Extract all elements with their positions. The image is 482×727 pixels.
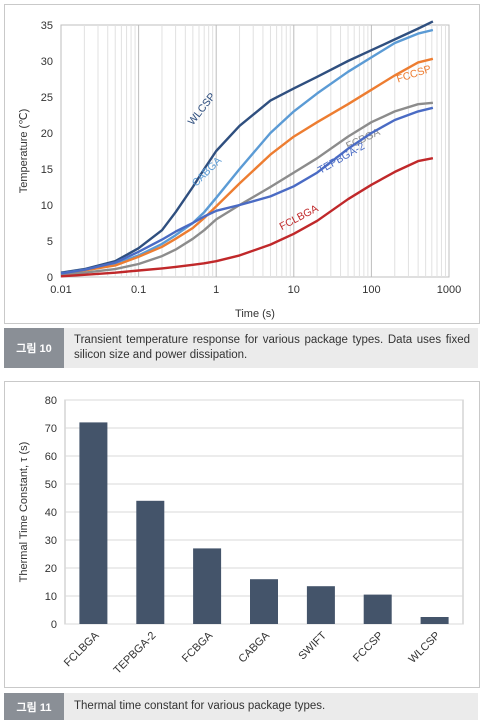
y-axis-label: Temperature (℃) (18, 109, 30, 194)
bar-swift (306, 586, 335, 624)
bar-fccsp (363, 594, 392, 624)
x-tick-label: 1 (213, 284, 219, 296)
series-line-fcbga (60, 101, 434, 276)
y-tick-label: 50 (45, 479, 57, 491)
x-tick-label: WLCSP (407, 630, 443, 666)
series-line-wlcsp (60, 20, 434, 274)
bar-fcbga (193, 548, 222, 624)
x-tick-label: FCLBGA (62, 629, 102, 669)
x-tick-label: TEPBGA-2 (111, 630, 158, 677)
series-line-cabga (60, 28, 434, 275)
y-tick-label: 20 (45, 563, 57, 575)
line-chart-panel: 0 5 10 15 20 25 30 35 0.01 0.1 1 10 100 1000 Time (s) T… (4, 4, 480, 324)
bar-wlcsp (420, 617, 449, 624)
y-tick-label: 35 (41, 20, 53, 32)
y-tick-label: 40 (45, 507, 57, 519)
y-tick-label: 70 (45, 423, 57, 435)
x-tick-label: SWIFT (296, 629, 329, 662)
figure-11-caption: 그림 11 Thermal time constant for various … (4, 693, 478, 720)
bar-chart: 0 10 20 30 40 50 60 70 80 Thermal Time Constant, … (18, 395, 464, 677)
y-tick-label: 80 (45, 395, 57, 407)
y-axis-label: Thermal Time Constant, τ (s) (18, 442, 30, 583)
y-tick-label: 0 (47, 272, 53, 284)
x-tick-label: FCBGA (180, 629, 216, 665)
x-tick-label: CABGA (236, 629, 272, 665)
y-tick-label: 60 (45, 451, 57, 463)
figure-10-caption: 그림 10 Transient temperature response for… (4, 328, 478, 368)
y-tick-label: 10 (41, 200, 53, 212)
bar-fclbga (79, 422, 108, 624)
bar-tepbga-2 (136, 500, 165, 624)
y-tick-label: 0 (51, 619, 57, 631)
x-tick-label: FCCSP (351, 630, 386, 665)
x-tick-label: 10 (288, 284, 300, 296)
x-tick-label: 0.1 (131, 284, 146, 296)
series-line-fclbga (60, 157, 434, 278)
figure-11-caption-text: Thermal time constant for various packag… (74, 700, 326, 712)
y-tick-label: 20 (41, 128, 53, 140)
figure-10-tag: 그림 10 (4, 328, 64, 368)
figure-10-caption-text: Transient temperature response for vario… (74, 334, 470, 361)
y-tick-label: 30 (45, 535, 57, 547)
x-axis-label: Time (s) (235, 308, 275, 320)
series-line-fccsp (60, 57, 434, 276)
y-tick-label: 5 (47, 236, 53, 248)
line-chart: 0 5 10 15 20 25 30 35 0.01 0.1 1 10 100 1000 Time (s) T… (18, 20, 461, 320)
series-line-tepbga-2 (60, 106, 434, 275)
figure-11-tag: 그림 11 (4, 693, 64, 720)
y-tick-label: 15 (41, 164, 53, 176)
bar-cabga (250, 579, 278, 624)
x-tick-label: 1000 (437, 284, 461, 296)
bar-chart-panel: 0 10 20 30 40 50 60 70 80 Thermal Time Constant, … (4, 381, 480, 688)
x-tick-label: 100 (362, 284, 380, 296)
x-tick-label: 0.01 (50, 284, 71, 296)
y-tick-label: 30 (41, 56, 53, 68)
y-tick-label: 10 (45, 591, 57, 603)
y-tick-label: 25 (41, 92, 53, 104)
